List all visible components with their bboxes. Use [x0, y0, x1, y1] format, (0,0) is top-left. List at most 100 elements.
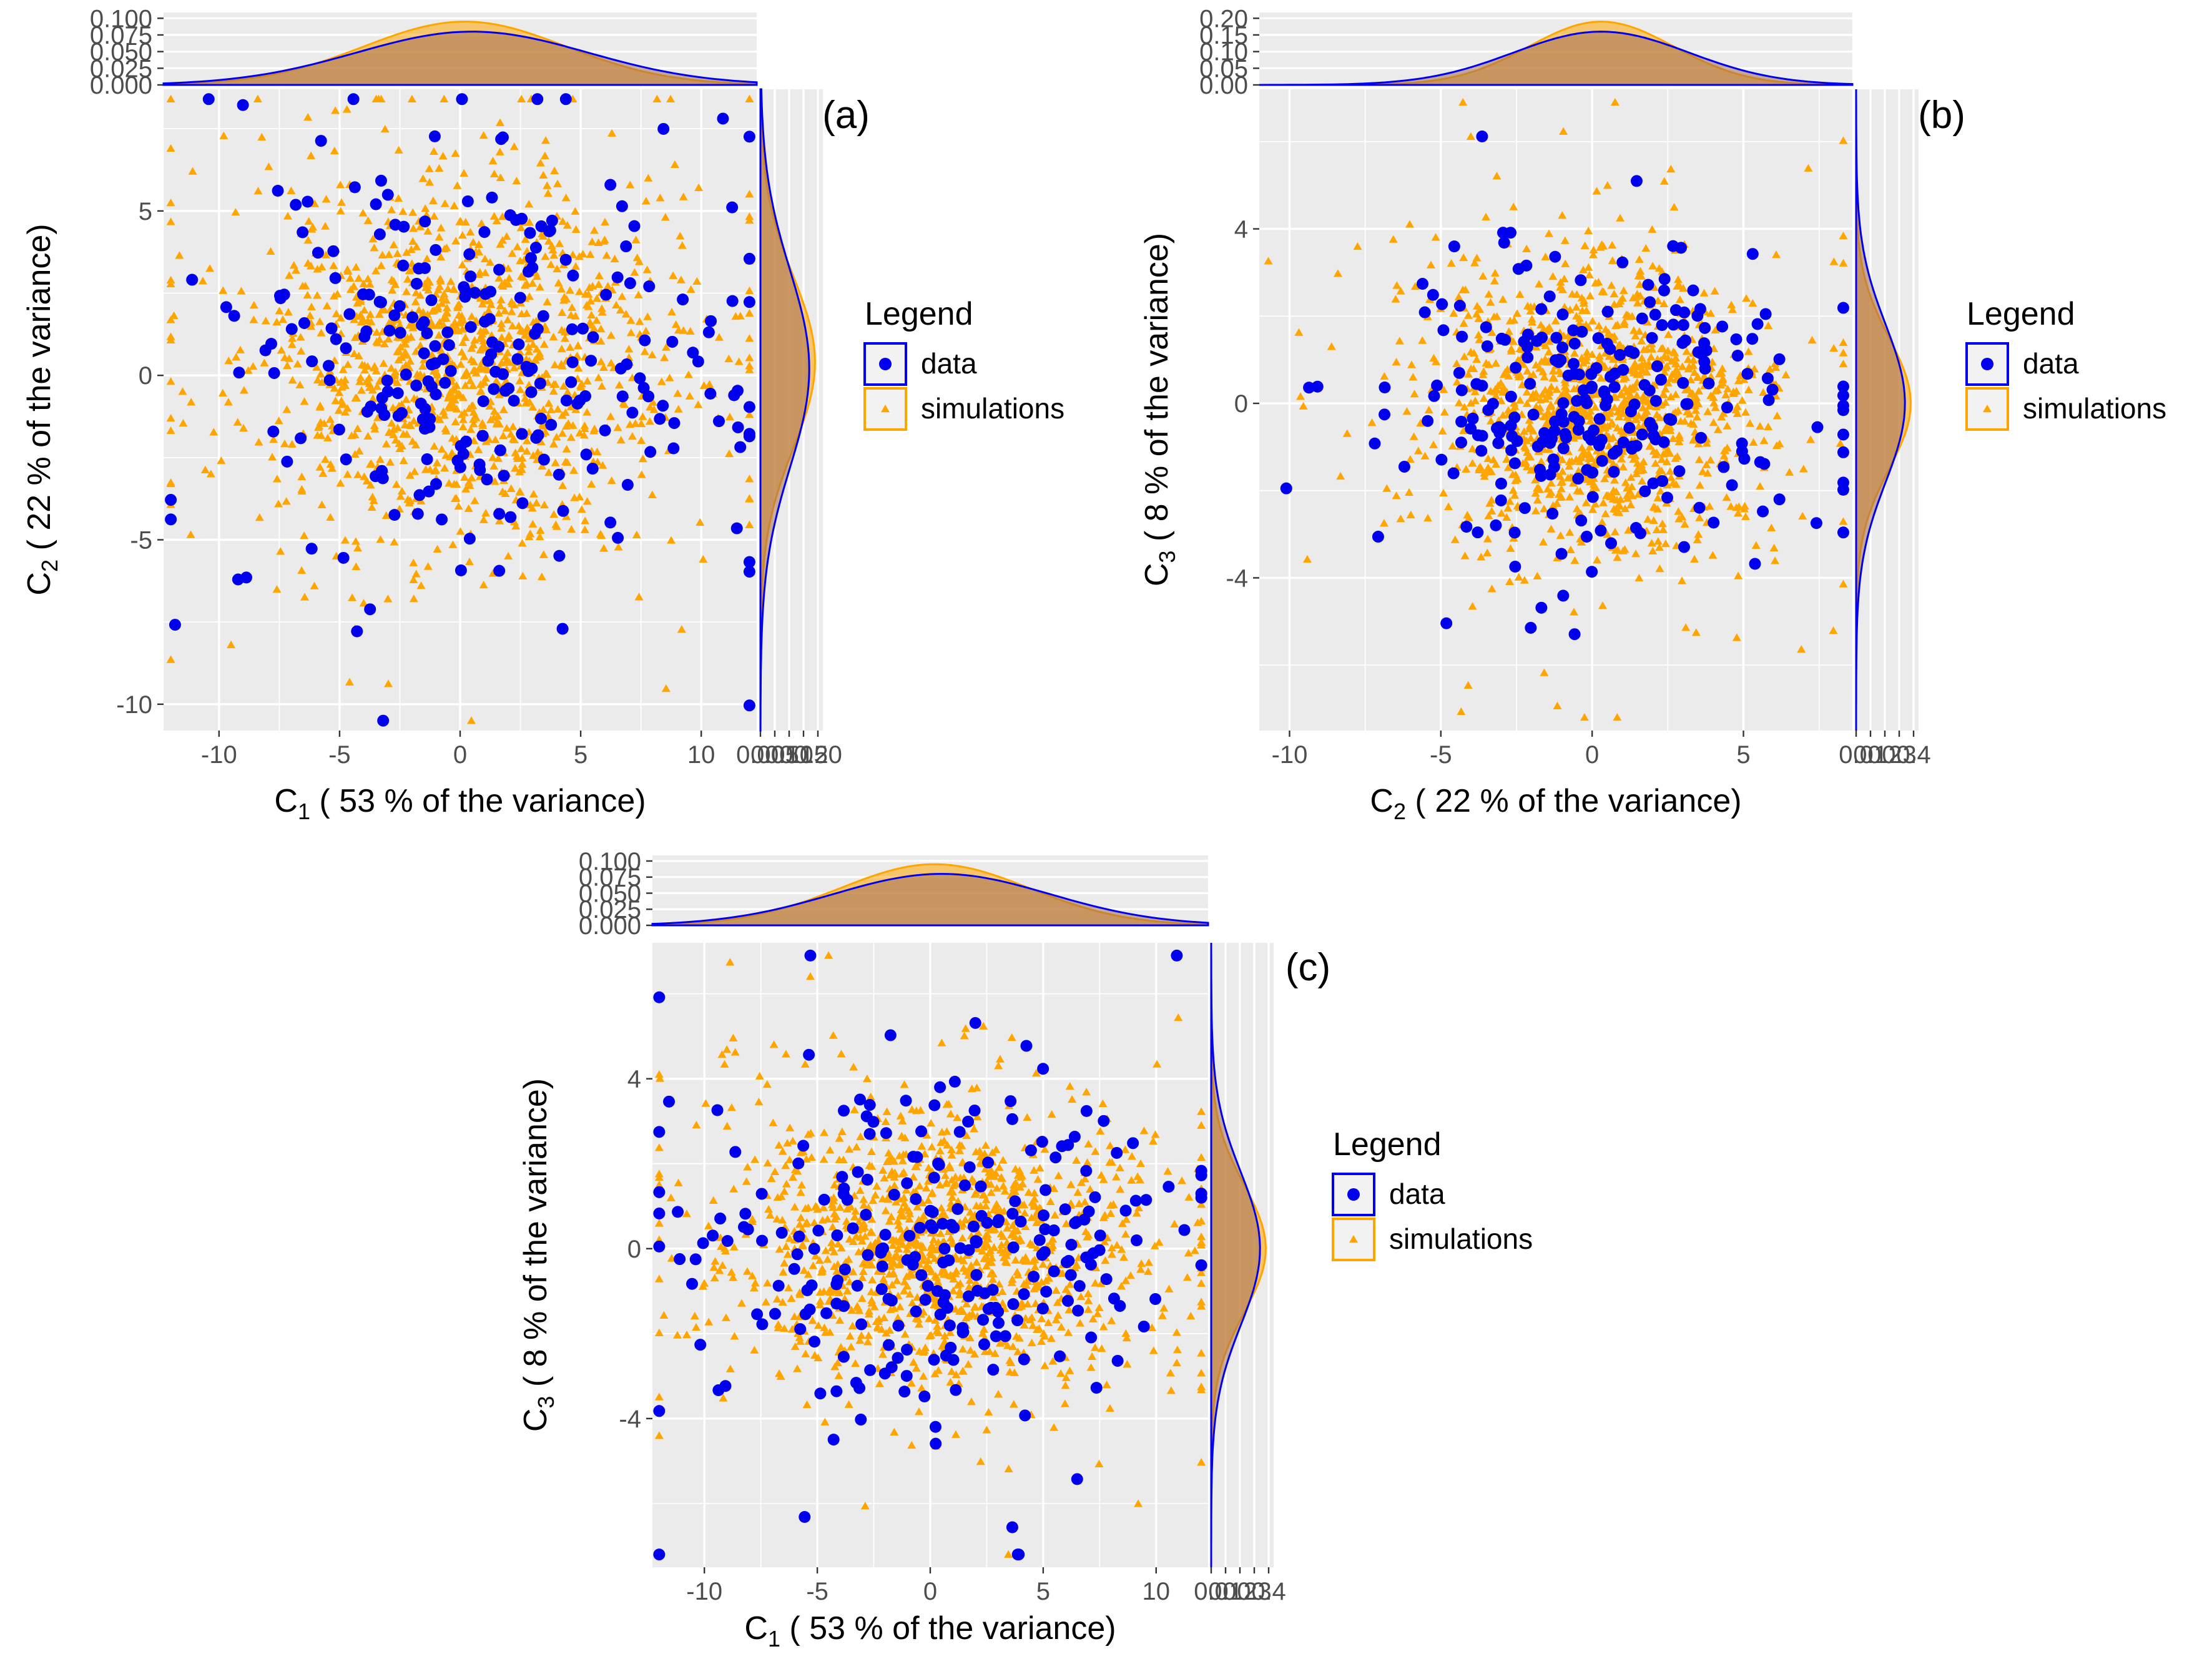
x-axis-title-rest: ( 22 % of the variance) [1406, 783, 1742, 819]
simulation-point [458, 231, 467, 239]
simulation-point [467, 473, 476, 481]
simulation-point [676, 275, 686, 283]
simulation-point [495, 147, 504, 155]
y-axis-title-rest: ( 8 % of the variance) [518, 1078, 554, 1396]
simulation-point [1695, 513, 1704, 521]
simulation-point [780, 1324, 789, 1332]
legend-label-data: data [2023, 347, 2079, 380]
simulation-point [710, 1274, 719, 1282]
data-point [927, 1206, 939, 1218]
data-point [1661, 491, 1673, 504]
simulation-point [1695, 481, 1704, 489]
simulation-point [1475, 335, 1484, 343]
simulation-point [1537, 357, 1546, 365]
simulation-point [1722, 493, 1731, 501]
simulation-point [1512, 309, 1521, 317]
simulation-point [1582, 306, 1591, 314]
simulation-point [539, 340, 549, 348]
simulation-point [1525, 421, 1535, 430]
data-point [524, 227, 536, 239]
simulation-point [1669, 203, 1679, 211]
simulation-point [875, 1379, 884, 1387]
simulation-point [1544, 229, 1553, 237]
simulation-point [1723, 421, 1732, 430]
top-density-tick-label: 0.050 [579, 880, 641, 907]
data-point [1054, 1350, 1066, 1362]
simulation-point [1610, 97, 1620, 106]
simulation-point [282, 497, 291, 505]
simulation-point [511, 521, 521, 530]
simulation-point [1123, 1360, 1132, 1368]
data-point [1535, 303, 1548, 315]
simulation-point [1520, 576, 1529, 584]
simulation-point [834, 1288, 843, 1296]
data-point [1011, 1314, 1024, 1327]
simulation-point [1839, 579, 1848, 588]
data-point [687, 347, 699, 359]
simulation-point [727, 1103, 736, 1111]
simulation-point [561, 328, 570, 336]
data-point [1467, 412, 1479, 425]
simulation-point [720, 1060, 729, 1068]
simulation-point [1558, 211, 1567, 219]
simulation-point [1003, 1224, 1012, 1232]
data-point [1453, 300, 1466, 312]
simulation-point [471, 413, 481, 421]
simulation-point [1601, 325, 1610, 333]
simulation-point [268, 453, 277, 461]
simulation-point [393, 249, 402, 257]
simulation-point [274, 500, 283, 508]
top-density-tick-label: 0.20 [1199, 5, 1248, 32]
simulation-point [280, 353, 290, 362]
simulation-point [1616, 401, 1626, 410]
simulation-point [867, 1228, 877, 1236]
simulation-point [359, 279, 368, 287]
data-point [799, 1510, 811, 1523]
right-density-tick-label: 0.4 [1251, 1578, 1286, 1605]
simulation-point [1771, 556, 1780, 564]
simulation-point [1172, 1359, 1181, 1367]
data-point [1475, 445, 1488, 457]
data-point [599, 424, 611, 436]
simulation-point [1159, 1304, 1169, 1312]
simulation-point [670, 160, 679, 169]
simulation-point [1686, 419, 1696, 427]
simulation-point [917, 1384, 927, 1392]
data-point [667, 442, 680, 455]
simulation-point [289, 261, 298, 269]
data-point [1195, 1164, 1207, 1177]
data-point [951, 1203, 964, 1215]
data-point [1178, 1224, 1191, 1236]
data-point [901, 1344, 913, 1356]
simulation-point [638, 412, 647, 420]
simulation-point [166, 335, 175, 344]
simulation-point [489, 406, 499, 415]
data-point [892, 1352, 904, 1364]
legend-title: Legend [1333, 1126, 1442, 1163]
simulation-point [887, 1213, 896, 1221]
simulation-point [1053, 1298, 1062, 1306]
simulation-point [1610, 289, 1619, 298]
simulation-point [745, 94, 754, 103]
data-point [898, 1386, 911, 1398]
simulation-point [1503, 504, 1513, 512]
simulation-point [437, 445, 446, 453]
simulation-point [363, 274, 373, 283]
simulation-point [722, 1121, 732, 1130]
data-point [538, 453, 550, 466]
simulation-point [780, 1259, 789, 1267]
data-point [769, 1307, 781, 1320]
simulation-point [440, 199, 450, 207]
simulation-point [1627, 482, 1636, 490]
data-point [465, 270, 477, 283]
simulation-point [975, 1146, 985, 1154]
simulation-point [634, 257, 644, 265]
data-point [525, 252, 538, 264]
simulation-point [637, 436, 646, 445]
simulation-point [423, 310, 432, 318]
simulation-point [272, 585, 282, 593]
simulation-point [947, 1151, 956, 1159]
simulation-point [915, 1181, 925, 1189]
simulation-point [1502, 455, 1512, 463]
simulation-point [1643, 318, 1652, 326]
